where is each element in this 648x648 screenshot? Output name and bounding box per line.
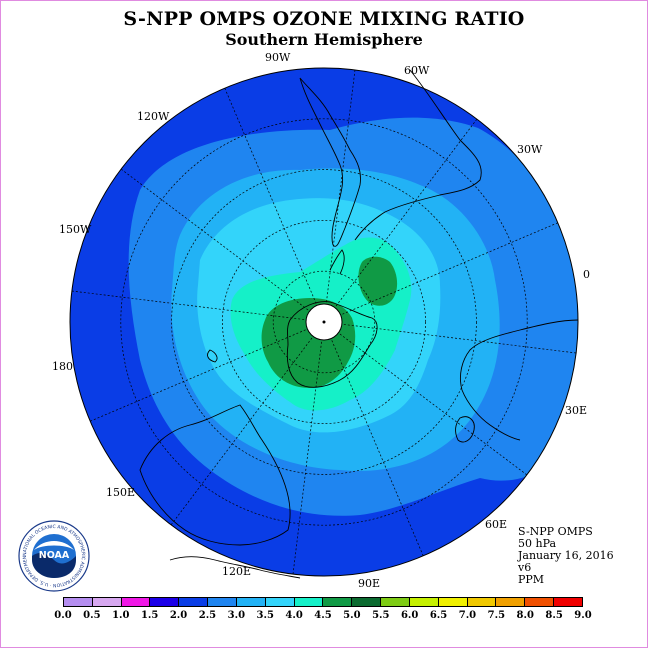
lon-label-120e: 120E xyxy=(222,565,252,578)
latitude-circle xyxy=(171,169,477,475)
coast-madagascar xyxy=(455,416,475,443)
lon-label-90w: 90W xyxy=(265,51,291,64)
lon-label-30w: 30W xyxy=(517,143,543,156)
noaa-logo: NATIONAL OCEANIC AND ATMOSPHERIC ADMINIS… xyxy=(18,520,90,592)
coast-africa xyxy=(459,319,579,441)
map-boundary xyxy=(69,67,579,577)
lon-label-150e: 150E xyxy=(106,486,136,499)
legend-swatch xyxy=(323,598,353,606)
lon-label-120w: 120W xyxy=(137,110,170,123)
legend-swatch xyxy=(352,598,382,606)
legend-swatch xyxy=(236,598,266,606)
legend-tick-label: 5.5 xyxy=(372,610,390,621)
legend-tick-label: 0.5 xyxy=(83,610,101,621)
coast-antarctic-peninsula xyxy=(329,249,345,275)
lon-label-0: 0 xyxy=(583,268,590,281)
info-version: v6 xyxy=(518,561,532,574)
latitude-circle xyxy=(222,220,426,424)
coast-new-zealand xyxy=(207,349,218,363)
legend-swatch xyxy=(438,598,468,606)
latitude-circle xyxy=(120,118,528,526)
legend-tick-label: 3.5 xyxy=(256,610,274,621)
lon-label-90e: 90E xyxy=(358,577,381,590)
legend-swatch xyxy=(92,598,122,606)
legend-swatch xyxy=(64,598,93,606)
info-units: PPM xyxy=(518,573,545,586)
coastlines xyxy=(139,69,579,579)
map-subtitle: Southern Hemisphere xyxy=(225,30,423,49)
legend-tick-label: 4.5 xyxy=(314,610,332,621)
lon-label-60w: 60W xyxy=(404,64,430,77)
legend-swatch xyxy=(208,598,237,606)
south-pole-point xyxy=(322,320,326,324)
coast-indonesia xyxy=(169,556,301,579)
legend-tick-label: 4.0 xyxy=(285,610,303,621)
legend-swatch xyxy=(496,598,526,606)
coast-australia xyxy=(139,404,291,546)
legend-swatch xyxy=(150,598,180,606)
graticule xyxy=(71,69,577,575)
lon-label-30e: 30E xyxy=(565,404,588,417)
map-title: S-NPP OMPS OZONE MIXING RATIO xyxy=(123,8,525,30)
legend-swatch xyxy=(179,598,209,606)
legend-tick-label: 1.0 xyxy=(112,610,130,621)
legend-swatch xyxy=(467,598,497,606)
legend-swatch xyxy=(121,598,151,606)
legend-tick-label: 2.0 xyxy=(169,610,188,621)
legend-tick-label: 7.0 xyxy=(458,610,477,621)
legend-swatch xyxy=(525,598,555,606)
ozone-band-4-5-atlantic xyxy=(358,256,398,306)
coast-south-america-east xyxy=(354,69,482,241)
legend-swatch xyxy=(294,598,324,606)
info-instrument: S-NPP OMPS xyxy=(518,525,593,538)
legend-tick-label: 0.0 xyxy=(54,610,72,621)
legend-tick-label: 8.0 xyxy=(516,610,534,621)
latitude-circle xyxy=(272,270,376,374)
legend-tick-label: 6.0 xyxy=(400,610,419,621)
svg-text:NOAA: NOAA xyxy=(39,550,70,561)
legend-tick-label: 1.5 xyxy=(140,610,159,621)
coast-south-america xyxy=(299,77,361,247)
lon-label-150w: 150W xyxy=(59,223,92,236)
coast-antarctica xyxy=(286,301,378,388)
legend-swatch xyxy=(409,598,439,606)
legend-tick-label: 3.0 xyxy=(227,610,246,621)
lon-label-180: 180 xyxy=(52,360,73,373)
legend-tick-label: 7.5 xyxy=(487,610,506,621)
legend-tick-label: 2.5 xyxy=(198,610,217,621)
legend-swatch xyxy=(554,598,582,606)
info-date: January 16, 2016 xyxy=(518,549,614,562)
legend-swatch xyxy=(381,598,410,606)
legend-tick-label: 8.5 xyxy=(545,610,563,621)
legend-tick-label: 9.0 xyxy=(574,610,592,621)
legend-tick-label: 6.5 xyxy=(429,610,448,621)
legend-tick-label: 5.0 xyxy=(343,610,361,621)
color-legend xyxy=(63,597,583,607)
lon-label-60e: 60E xyxy=(485,518,508,531)
legend-swatch xyxy=(265,598,295,606)
info-level: 50 hPa xyxy=(518,537,557,550)
